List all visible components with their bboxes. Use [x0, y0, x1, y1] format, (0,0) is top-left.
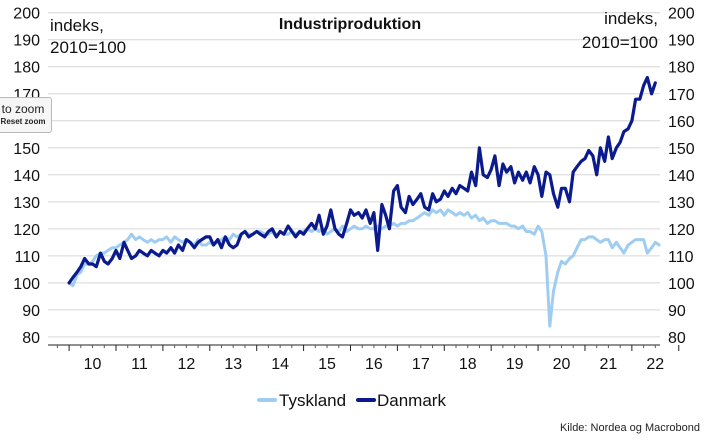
y-tick-right-90: 90: [668, 303, 686, 320]
y-axis-right-ticks: 80 90 100 110 120 130 140 150 160 170 180 190 200: [668, 6, 695, 347]
x-tick-label-21: 21: [600, 356, 618, 373]
y-tick-left-130: 130: [13, 195, 40, 212]
reset-zoom-label: Reset zoom: [0, 117, 46, 126]
y-tick-left-100: 100: [13, 276, 40, 293]
legend: Tyskland Danmark: [257, 391, 446, 410]
x-tick-label-11: 11: [131, 356, 148, 373]
y-tick-right-80: 80: [668, 330, 686, 347]
x-tick-label-18: 18: [459, 356, 477, 373]
y-tick-right-180: 180: [668, 60, 695, 77]
series-lines: [67, 75, 661, 328]
x-tick-label-10: 10: [84, 356, 102, 373]
legend-label-tyskland: Tyskland: [279, 391, 346, 410]
chart-title: Industriproduktion: [279, 16, 421, 33]
y-tick-left-200: 200: [13, 6, 40, 23]
x-tick-label-14: 14: [271, 356, 289, 373]
y-tick-right-190: 190: [668, 33, 695, 50]
y-tick-left-90: 90: [22, 303, 40, 320]
x-tick-label-19: 19: [506, 356, 524, 373]
x-axis-ticks: 10 11 12 13 14 15 16 17 18 19 20 21 22: [56, 345, 680, 373]
x-tick-label-16: 16: [365, 356, 383, 373]
y-tick-right-170: 170: [668, 87, 695, 104]
y-tick-left-180: 180: [13, 60, 40, 77]
y-tick-left-110: 110: [14, 249, 40, 266]
unit-label-left-line1: indeks,: [50, 16, 104, 35]
source-note: Kilde: Nordea og Macrobond: [560, 422, 700, 434]
reset-zoom-button[interactable]: to zoom Reset zoom: [0, 97, 52, 133]
x-tick-label-12: 12: [177, 356, 195, 373]
y-tick-right-140: 140: [668, 168, 695, 185]
unit-label-right-line2: 2010=100: [582, 33, 658, 52]
zoom-hint-text: to zoom: [1, 102, 45, 116]
x-tick-label-17: 17: [412, 356, 430, 373]
x-tick-label-22: 22: [646, 356, 664, 373]
series-line-danmark: [67, 75, 657, 285]
legend-label-danmark: Danmark: [377, 391, 446, 410]
x-tick-label-20: 20: [553, 356, 571, 373]
y-tick-left-140: 140: [13, 168, 40, 185]
y-tick-right-150: 150: [668, 141, 695, 158]
x-tick-label-13: 13: [224, 356, 242, 373]
gridlines: [48, 12, 660, 338]
y-tick-right-100: 100: [668, 276, 695, 293]
y-tick-right-120: 120: [668, 222, 695, 239]
y-tick-left-150: 150: [13, 141, 40, 158]
y-tick-left-120: 120: [13, 222, 40, 239]
y-tick-left-80: 80: [22, 330, 40, 347]
unit-label-left-line2: 2010=100: [50, 38, 126, 57]
y-tick-left-190: 190: [13, 33, 40, 50]
unit-label-right-line1: indeks,: [604, 9, 658, 28]
x-tick-label-15: 15: [318, 356, 336, 373]
y-tick-right-160: 160: [668, 114, 695, 131]
y-tick-right-110: 110: [668, 249, 694, 266]
series-line-tyskland: [67, 208, 661, 328]
y-tick-right-200: 200: [668, 6, 695, 23]
y-tick-right-130: 130: [668, 195, 695, 212]
